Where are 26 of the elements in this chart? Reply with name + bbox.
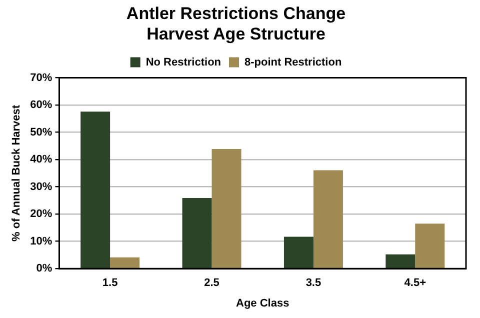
- y-tick-label: 70%: [30, 72, 52, 84]
- x-tick-label: 2.5: [204, 277, 220, 290]
- bar: [386, 254, 416, 268]
- legend-label: 8-point Restriction: [244, 56, 342, 68]
- legend-label: No Restriction: [146, 56, 222, 68]
- bar: [182, 198, 212, 268]
- y-tick-label: 10%: [30, 235, 52, 248]
- x-tick-label: 4.5+: [404, 277, 426, 290]
- text: Harvest Age Structure: [146, 24, 326, 44]
- bar: [284, 236, 314, 268]
- text: Antler Restrictions Change: [126, 4, 346, 23]
- bar: [212, 148, 242, 268]
- x-tick-label: 1.5: [102, 277, 118, 290]
- bar: [110, 257, 140, 268]
- y-tick-label: 50%: [30, 126, 52, 138]
- bar: [80, 112, 110, 268]
- x-tick-label: 3.5: [306, 277, 322, 290]
- y-tick-label: 0%: [36, 262, 52, 275]
- bar: [415, 224, 445, 268]
- y-tick-label: 40%: [30, 154, 52, 166]
- y-axis-title: % of Annual Buck Harvest: [10, 104, 23, 242]
- y-tick-label: 60%: [30, 99, 52, 112]
- y-tick-label: 20%: [30, 208, 52, 220]
- x-axis-title: Age Class: [236, 297, 290, 310]
- y-tick-label: 30%: [30, 180, 52, 193]
- bar: [313, 170, 343, 268]
